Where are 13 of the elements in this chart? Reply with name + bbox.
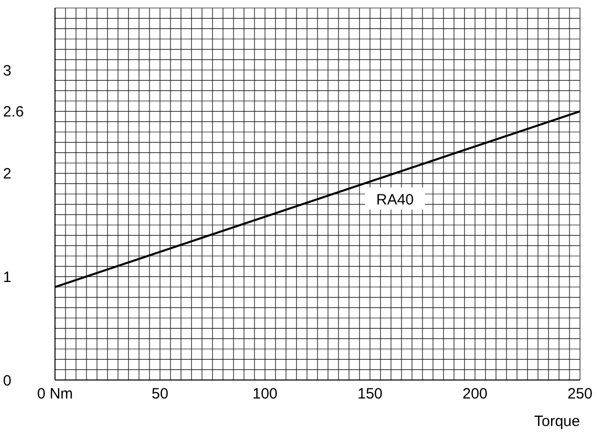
x-tick-label: 250 [567, 386, 593, 403]
y-tick-label: 0 [3, 372, 12, 390]
y-tick-label: 2 [3, 166, 12, 183]
x-tick-label: 150 [357, 386, 383, 403]
y-tick-label: 2.6 [3, 104, 24, 121]
x-axis-title: Torque [534, 413, 580, 430]
y-tick-label: 3 [3, 62, 12, 80]
x-tick-label: 200 [462, 386, 488, 403]
x-tick-label: 50 [152, 386, 168, 403]
y-tick-label: 1 [3, 268, 12, 286]
x-tick-label: 0 Nm [37, 386, 73, 403]
series-label: RA40 [376, 192, 414, 209]
x-tick-label: 100 [252, 386, 278, 403]
